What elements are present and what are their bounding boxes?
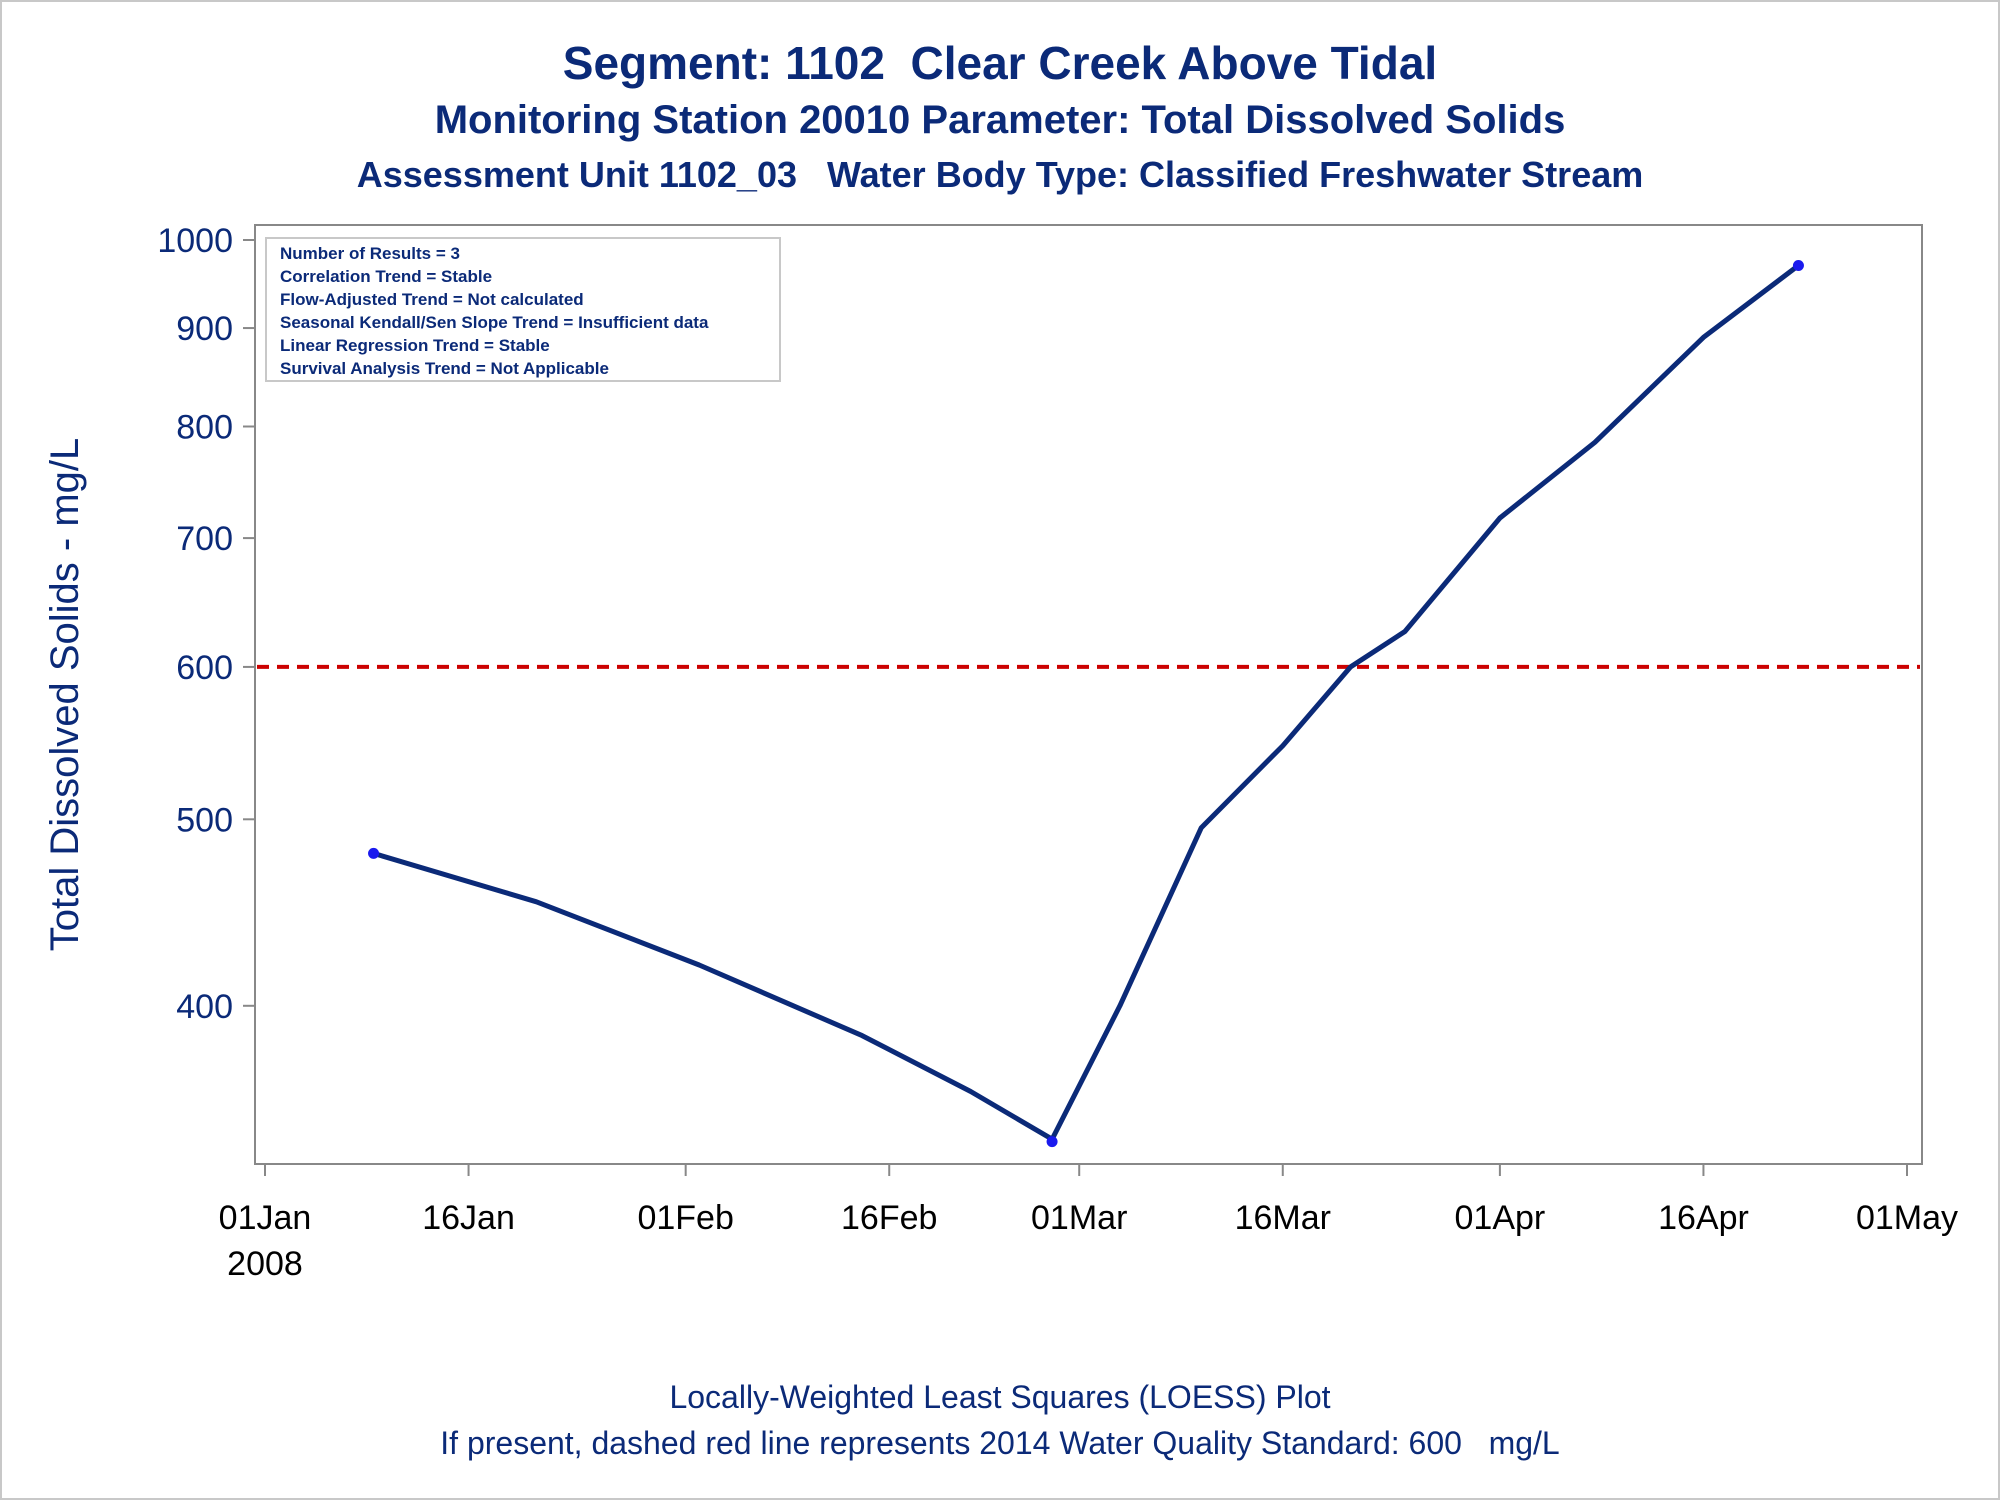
x-tick-label: 16Jan (422, 1199, 515, 1237)
data-points (368, 259, 1804, 1148)
legend-box-border (265, 237, 781, 382)
chart-subtitle-assessment: Assessment Unit 1102_03 Water Body Type:… (356, 154, 1644, 195)
x-tick-label: 16Feb (841, 1199, 937, 1237)
y-tick-label: 900 (176, 310, 233, 348)
data-point (368, 847, 380, 859)
y-tick-label: 400 (176, 988, 233, 1026)
y-tick-label: 700 (176, 520, 233, 558)
loess-curve (371, 263, 1801, 1142)
y-tick-label: 1000 (157, 222, 233, 260)
y-tick-label: 600 (176, 649, 233, 687)
trend-legend-box: Number of Results = 3 Correlation Trend =… (265, 237, 781, 382)
x-tick-label: 01Feb (637, 1199, 733, 1237)
x-tick-label: 16Mar (1235, 1199, 1331, 1237)
y-axis-label: Total Dissolved Solids - mg/L (43, 438, 87, 952)
legend-line: Flow-Adjusted Trend = Not calculated (280, 290, 584, 309)
x-tick-label: 01May (1856, 1199, 1958, 1237)
x-tick-label: 01Jan (219, 1199, 312, 1237)
legend-line: Number of Results = 3 (280, 244, 460, 263)
chart-subtitle-station: Monitoring Station 20010 Parameter: Tota… (434, 98, 1566, 142)
x-tick-sublabel: 2008 (227, 1245, 303, 1283)
data-point (1792, 259, 1804, 271)
y-tick-label: 500 (176, 801, 233, 839)
y-tick-label: 800 (176, 408, 233, 446)
legend-line: Linear Regression Trend = Stable (280, 336, 550, 355)
chart-title: Segment: 1102 Clear Creek Above Tidal (562, 37, 1438, 89)
legend-line: Seasonal Kendall/Sen Slope Trend = Insuf… (280, 313, 709, 332)
x-tick-label: 01Apr (1455, 1199, 1546, 1237)
footnote-loess: Locally-Weighted Least Squares (LOESS) P… (669, 1379, 1331, 1415)
plot-area (254, 224, 1923, 1165)
data-point (1046, 1136, 1058, 1148)
x-tick-label: 01Mar (1031, 1199, 1127, 1237)
y-axis-ticks: 400 500 600 700 800 900 1000 (157, 222, 255, 1026)
x-axis-ticks: 01Jan 2008 16Jan 01Feb 16Feb 01Mar 16Mar 01Apr 1… (219, 1164, 1958, 1283)
legend-line: Correlation Trend = Stable (280, 267, 492, 286)
x-tick-label: 16Apr (1658, 1199, 1749, 1237)
legend-line: Survival Analysis Trend = Not Applicable (280, 359, 609, 378)
footnote-standard: If present, dashed red line represents 2… (440, 1425, 1560, 1461)
